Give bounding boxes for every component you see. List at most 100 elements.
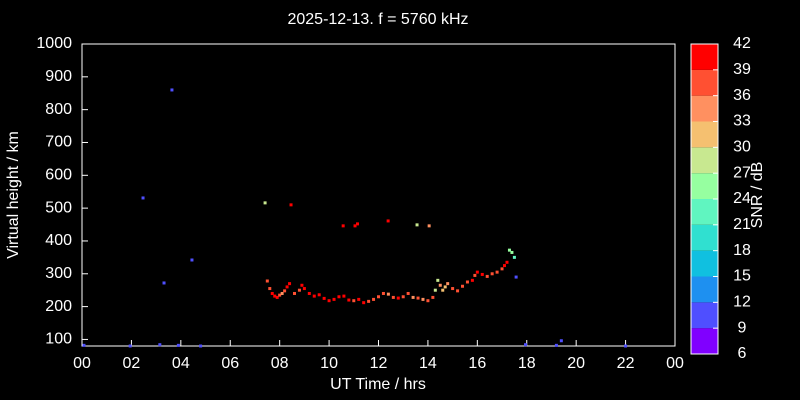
data-point <box>391 295 395 299</box>
data-point <box>510 250 514 254</box>
data-point <box>465 280 469 284</box>
data-point <box>352 299 356 303</box>
data-point <box>554 343 558 347</box>
data-point <box>524 343 528 347</box>
y-tick-label: 100 <box>45 331 72 348</box>
data-point <box>342 294 346 298</box>
y-tick-label: 300 <box>45 265 72 282</box>
data-point <box>426 299 430 303</box>
data-point <box>446 282 450 286</box>
data-point <box>396 296 400 300</box>
x-tick-label: 12 <box>370 355 388 372</box>
colorbar-tick-label: 18 <box>733 242 751 259</box>
colorbar-band <box>691 199 718 225</box>
data-point <box>461 284 465 288</box>
data-point <box>490 272 494 276</box>
data-point <box>158 343 162 347</box>
x-tick-label: 08 <box>271 355 289 372</box>
x-axis-label: UT Time / hrs <box>330 376 426 393</box>
data-point <box>431 295 435 299</box>
data-point <box>141 196 145 200</box>
data-point <box>190 258 194 262</box>
y-axis-label: Virtual height / km <box>5 131 22 259</box>
colorbar-band <box>691 121 718 148</box>
data-point <box>456 289 460 293</box>
data-point <box>285 285 289 289</box>
colorbar-band <box>691 250 718 277</box>
data-point <box>317 293 321 297</box>
data-point <box>416 296 420 300</box>
y-tick-label: 800 <box>45 101 72 118</box>
colorbar-tick-label: 15 <box>733 268 751 285</box>
data-point <box>270 291 274 295</box>
colorbar-tick-label: 30 <box>733 139 751 156</box>
colorbar-label: SNR / dB <box>749 162 766 229</box>
data-point <box>367 299 371 303</box>
data-point <box>302 287 306 291</box>
x-tick-label: 00 <box>73 355 91 372</box>
y-tick-label: 700 <box>45 134 72 151</box>
data-point <box>327 299 331 303</box>
data-point <box>421 297 425 301</box>
colorbar-band <box>691 69 718 96</box>
data-point <box>386 219 390 223</box>
colorbar-band <box>691 44 718 70</box>
colorbar-tick-label: 21 <box>733 216 751 233</box>
data-point <box>273 294 277 298</box>
chart-title: 2025-12-13. f = 5760 kHz <box>287 11 468 28</box>
data-point <box>401 295 405 299</box>
data-point <box>406 291 410 295</box>
colorbar-band <box>691 302 718 329</box>
data-point <box>265 279 269 283</box>
data-point <box>278 293 282 297</box>
data-point <box>128 344 132 348</box>
data-point <box>268 287 272 291</box>
colorbar-band <box>691 147 718 174</box>
data-point <box>473 273 477 277</box>
colorbar-tick-label: 24 <box>733 190 751 207</box>
y-tick-label: 600 <box>45 167 72 184</box>
x-tick-label: 02 <box>123 355 141 372</box>
y-tick-label: 900 <box>45 68 72 85</box>
x-tick-label: 22 <box>617 355 635 372</box>
y-tick-label: 200 <box>45 298 72 315</box>
data-point <box>357 297 361 301</box>
colorbar-tick-label: 42 <box>733 35 751 52</box>
data-point <box>82 343 86 347</box>
data-point <box>162 281 166 285</box>
data-point <box>381 291 385 295</box>
data-point <box>485 274 489 278</box>
data-point <box>288 282 292 286</box>
data-point <box>280 291 284 295</box>
data-point <box>470 278 474 282</box>
data-point <box>337 295 341 299</box>
y-tick-label: 500 <box>45 199 72 216</box>
colorbar-band <box>691 328 718 354</box>
x-tick-label: 10 <box>320 355 338 372</box>
x-tick-label: 04 <box>172 355 190 372</box>
data-point <box>292 291 296 295</box>
colorbar-band <box>691 173 718 199</box>
data-point <box>505 260 509 264</box>
data-point <box>441 288 445 292</box>
data-point <box>507 248 511 252</box>
data-point <box>433 288 437 292</box>
data-point <box>300 283 304 287</box>
colorbar-tick-label: 36 <box>733 87 751 104</box>
data-point <box>372 297 376 301</box>
data-point <box>347 298 351 302</box>
data-point <box>263 201 267 205</box>
x-tick-label: 18 <box>518 355 536 372</box>
data-point <box>415 223 419 227</box>
x-tick-label: 14 <box>419 355 437 372</box>
data-point <box>411 295 415 299</box>
data-point <box>514 275 518 279</box>
data-point <box>332 297 336 301</box>
data-point <box>297 288 301 292</box>
data-point <box>176 343 180 347</box>
data-point <box>312 294 316 298</box>
data-point <box>353 224 357 228</box>
data-point <box>322 296 326 300</box>
data-point <box>475 270 479 274</box>
